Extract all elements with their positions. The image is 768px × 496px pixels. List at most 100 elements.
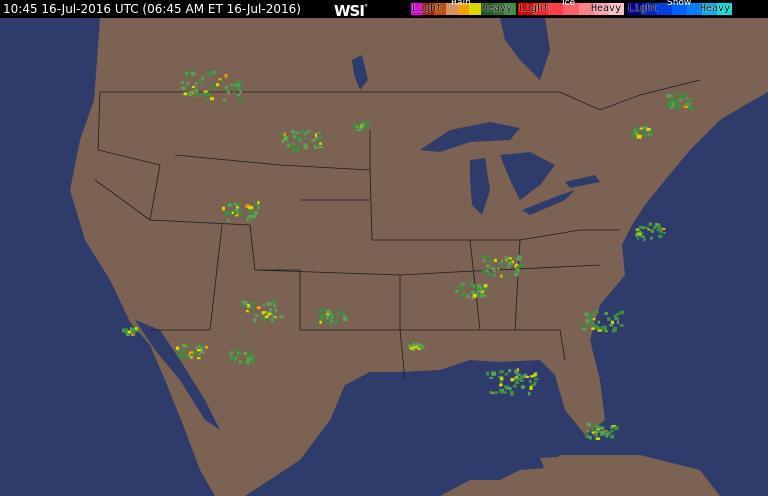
radar-echo [321, 307, 326, 311]
radar-echo [229, 357, 235, 360]
radar-echo [182, 344, 187, 348]
radar-echo [296, 136, 301, 140]
radar-echo [319, 310, 323, 313]
radar-echo [319, 130, 323, 133]
radar-echo [679, 94, 684, 99]
radar-echo [319, 316, 324, 319]
radar-echo [591, 327, 595, 330]
radar-echo [589, 322, 594, 326]
radar-echo [529, 379, 532, 383]
radar-echo [210, 71, 215, 74]
radar-echo [213, 87, 216, 90]
radar-echoes [122, 70, 694, 441]
legend-swatch [657, 3, 672, 15]
radar-echo [241, 304, 246, 307]
radar-echo [596, 326, 601, 330]
radar-echo [581, 328, 587, 331]
radar-echo [234, 208, 239, 213]
radar-echo [228, 351, 234, 354]
radar-echo [489, 376, 494, 379]
radar-echo [225, 89, 228, 93]
radar-echo [303, 143, 307, 146]
radar-echo [588, 313, 593, 317]
radar-echo [311, 138, 316, 143]
radar-echo [466, 294, 470, 299]
radar-echo [476, 291, 479, 294]
radar-echo [200, 346, 204, 351]
radar-echo [237, 353, 241, 357]
header-bar: 10:45 16-Jul-2016 UTC (06:45 AM ET 16-Ju… [0, 0, 768, 20]
radar-echo [129, 327, 133, 331]
radar-echo [516, 373, 521, 376]
radar-echo [633, 128, 639, 132]
radar-echo [367, 121, 371, 125]
radar-echo [509, 390, 514, 394]
radar-echo [180, 80, 185, 84]
radar-echo [220, 78, 223, 83]
radar-echo [494, 258, 498, 262]
legend-snow-title: Snow [667, 0, 692, 8]
radar-echo [250, 360, 255, 363]
radar-echo [674, 101, 680, 106]
radar-echo [658, 226, 662, 229]
radar-echo [224, 85, 229, 90]
radar-echo [595, 437, 601, 441]
radar-echo [271, 318, 274, 322]
radar-echo [237, 203, 241, 207]
radar-echo [678, 98, 683, 102]
radar-echo [264, 314, 269, 319]
radar-echo [248, 304, 252, 308]
map-canvas[interactable] [0, 18, 768, 496]
radar-echo [649, 130, 653, 134]
radar-echo [247, 214, 252, 219]
radar-echo [124, 330, 127, 334]
radar-echo [280, 132, 284, 136]
radar-echo [458, 285, 464, 290]
radar-echo [507, 265, 510, 269]
radar-echo [505, 273, 509, 278]
radar-echo [328, 313, 333, 318]
radar-echo [634, 132, 639, 137]
radar-echo [600, 432, 605, 436]
hudson-bay-area [500, 18, 550, 80]
radar-echo [530, 375, 535, 378]
radar-echo [514, 369, 519, 374]
radar-echo [133, 328, 139, 333]
radar-echo [234, 86, 240, 90]
radar-echo [591, 428, 595, 432]
radar-echo [533, 373, 537, 377]
radar-echo [245, 204, 250, 208]
radar-echo [499, 376, 504, 380]
radar-echo [496, 267, 500, 271]
radar-echo [485, 270, 489, 273]
radar-echo [239, 360, 242, 364]
radar-echo [326, 315, 329, 319]
radar-echo [500, 274, 503, 278]
radar-echo [235, 83, 241, 87]
gulf-of-california [135, 320, 220, 430]
radar-echo [593, 432, 599, 437]
legend-swatch [457, 3, 470, 15]
radar-echo [356, 128, 362, 132]
radar-echo [319, 142, 322, 145]
radar-echo [251, 211, 255, 215]
radar-echo [295, 145, 298, 150]
radar-echo [207, 92, 211, 97]
radar-echo [319, 320, 322, 324]
radar-echo [605, 434, 609, 438]
radar-echo [193, 88, 199, 93]
radar-echo [246, 357, 250, 362]
radar-echo [285, 136, 289, 140]
radar-echo [180, 355, 184, 359]
radar-echo [639, 127, 643, 130]
radar-echo [476, 284, 482, 288]
radar-echo [362, 121, 365, 126]
radar-echo [613, 426, 619, 431]
radar-echo [291, 130, 295, 134]
radar-echo [483, 284, 488, 288]
radar-echo [192, 85, 195, 88]
radar-echo [610, 429, 614, 432]
radar-echo [595, 425, 599, 430]
radar-echo [210, 72, 216, 76]
legend-swatch [446, 3, 458, 15]
